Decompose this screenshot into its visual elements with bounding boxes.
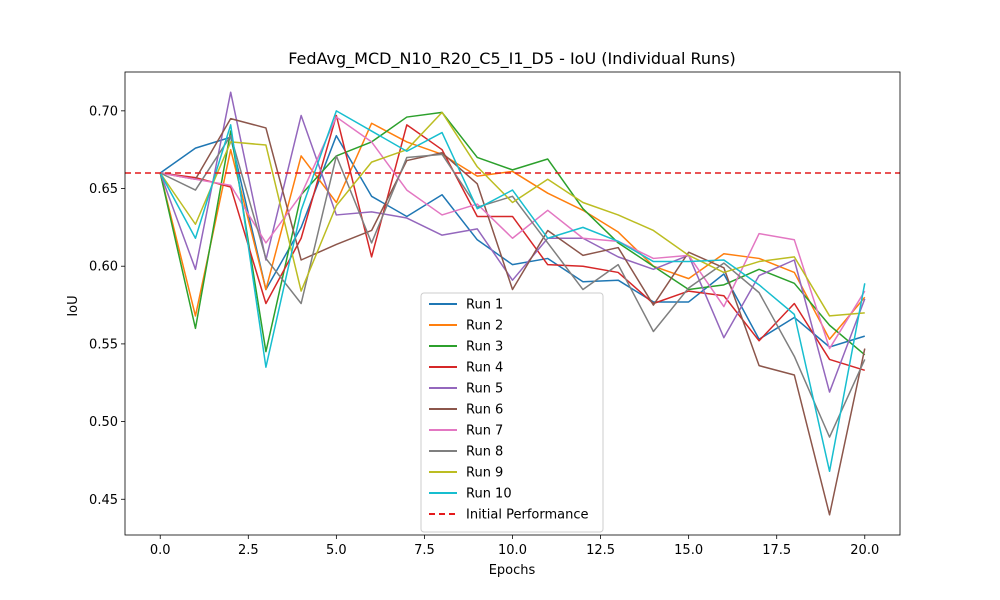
legend-label: Run 3 — [466, 340, 503, 355]
y-axis-label: IoU — [66, 295, 81, 316]
y-tick-label: 0.50 — [89, 415, 118, 430]
series-line-run-10 — [159, 110, 866, 473]
x-tick-label: 12.5 — [586, 543, 615, 558]
x-tick-label: 15.0 — [674, 543, 703, 558]
x-tick-label: 10.0 — [498, 543, 527, 558]
y-tick-label: 0.65 — [89, 182, 118, 197]
x-tick-label: 7.5 — [414, 543, 435, 558]
x-tick-label: 17.5 — [762, 543, 791, 558]
legend-label: Run 8 — [466, 445, 503, 460]
y-tick-label: 0.45 — [89, 493, 118, 508]
legend-box — [420, 292, 604, 533]
legend-label: Run 1 — [466, 298, 503, 313]
plot-area — [124, 71, 901, 536]
series-line-run-8 — [159, 134, 866, 438]
x-tick-label: 20.0 — [850, 543, 879, 558]
x-tick-label: 2.5 — [238, 543, 259, 558]
y-tick-label: 0.60 — [89, 260, 118, 275]
legend-label: Run 5 — [466, 382, 503, 397]
y-tick-label: 0.55 — [89, 337, 118, 352]
series-line-run-5 — [159, 91, 866, 393]
legend-label: Run 10 — [466, 487, 512, 502]
chart-title: FedAvg_MCD_N10_R20_C5_I1_D5 - IoU (Indiv… — [288, 49, 736, 69]
series-line-run-9 — [159, 111, 865, 317]
x-axis: 0.0 2.5 5.0 7.5 10.0 12.5 15.0 17.5 20.0 — [150, 535, 879, 558]
series-line-run-4 — [160, 114, 865, 372]
legend-label: Run 6 — [466, 403, 503, 418]
legend-label: Run 4 — [466, 361, 503, 376]
x-tick-label: 0.0 — [150, 543, 171, 558]
legend-label: Run 7 — [466, 424, 503, 439]
series-line-run-3 — [159, 111, 866, 356]
series-line-run-7 — [160, 116, 866, 350]
y-tick-label: 0.70 — [89, 104, 118, 119]
y-axis: 0.45 0.50 0.55 0.60 0.65 0.70 — [89, 104, 125, 508]
legend-label: Run 2 — [466, 319, 503, 334]
legend-label: Run 9 — [466, 466, 503, 481]
x-axis-label: Epochs — [489, 563, 536, 578]
series-line-run-1 — [159, 134, 865, 348]
legend-label: Initial Performance — [466, 508, 588, 523]
x-tick-label: 5.0 — [326, 543, 347, 558]
legend: Run 1 Run 2 Run 3 Run 4 Run 5 Run 6 Run 7 Run 8… — [420, 292, 604, 533]
series-line-run-6 — [160, 117, 866, 516]
